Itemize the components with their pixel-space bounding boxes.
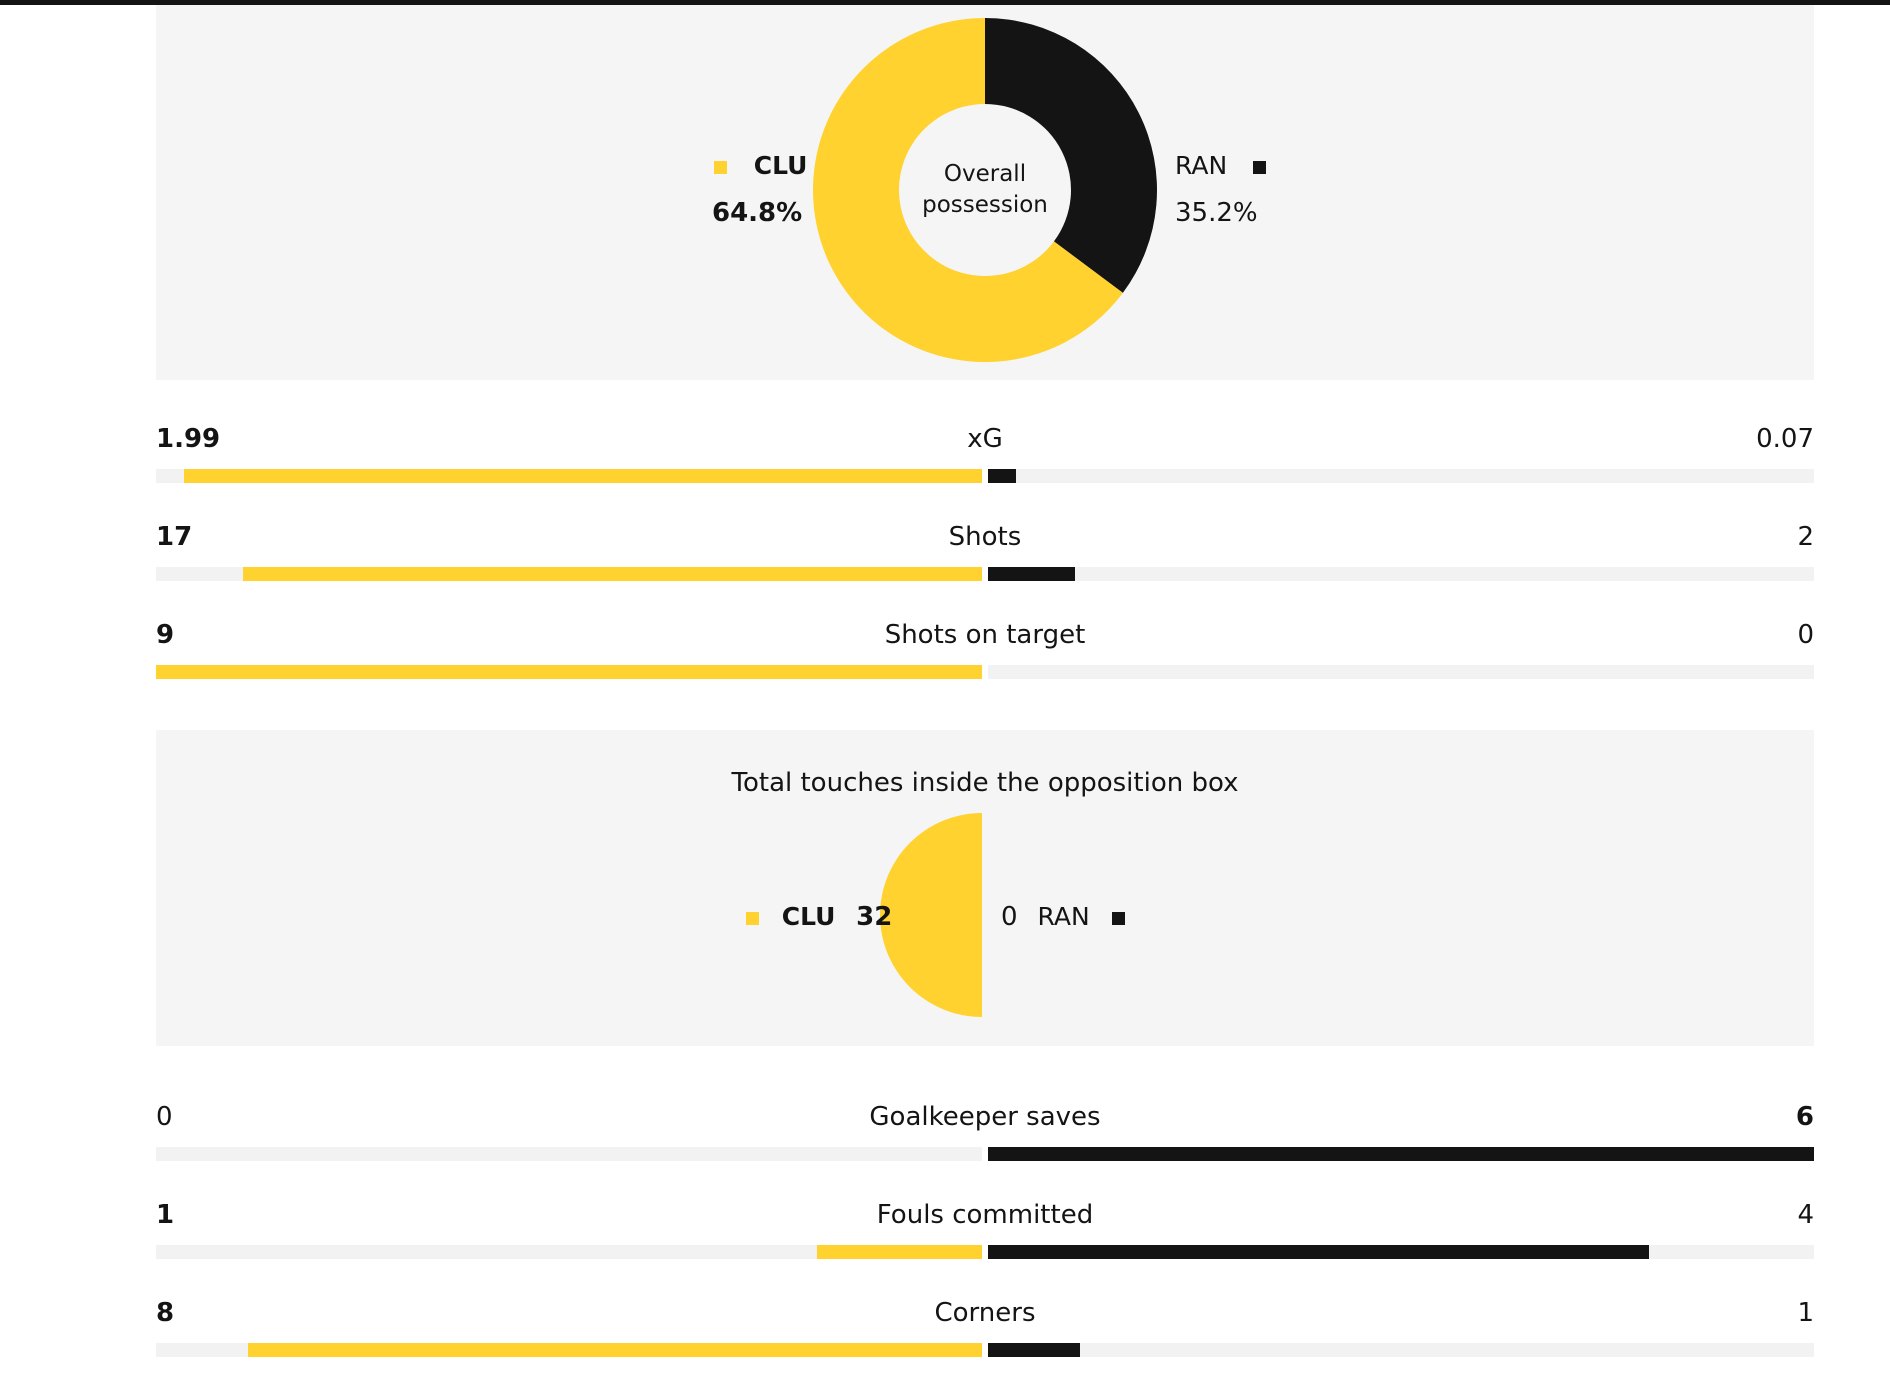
touches-home-square [746, 911, 759, 925]
donut-center-label-1: Overall [944, 161, 1026, 187]
stat-home-bar [247, 1343, 982, 1357]
top-border [0, 0, 1890, 5]
stat-name: Shots on target [884, 620, 1086, 650]
touches-panel: Total touches inside the opposition box … [156, 730, 1814, 1046]
stat-home-track [156, 469, 982, 483]
stat-name: Shots [948, 522, 1022, 552]
away-team-label: RAN [1175, 151, 1228, 180]
home-team-label: CLU [753, 151, 808, 180]
stat-home-value: 17 [156, 522, 193, 552]
touches-away-legend: 0 RAN [1001, 902, 1125, 932]
touches-away-team: RAN [1037, 902, 1090, 931]
stat-name: Corners [934, 1298, 1036, 1328]
stat-away-value: 4 [1797, 1200, 1814, 1230]
donut-center-label-2: possession [922, 192, 1048, 218]
stat-home-value: 1 [156, 1200, 175, 1230]
stat-row-goalkeeper-saves: 0 Goalkeeper saves 6 [156, 1100, 1814, 1180]
stat-away-value: 0 [1797, 620, 1814, 650]
touches-title: Total touches inside the opposition box [731, 768, 1239, 798]
touches-home-team: CLU [781, 902, 836, 931]
away-legend-square [1253, 160, 1267, 174]
stat-away-track [988, 665, 1814, 679]
stat-home-value: 8 [156, 1298, 175, 1328]
away-team-legend: RAN [1175, 151, 1267, 180]
stat-name: Fouls committed [876, 1200, 1094, 1230]
stat-away-bar [988, 567, 1075, 581]
donut-slice-clu [813, 18, 1123, 362]
stat-away-bar [988, 1245, 1649, 1259]
stat-row-xg: 1.99 xG 0.07 [156, 422, 1814, 502]
stat-home-bar [184, 469, 982, 483]
touches-away-square [1111, 911, 1125, 925]
possession-donut: Overall possession [813, 18, 1157, 362]
stat-away-bar [988, 469, 1017, 483]
stat-home-value: 0 [156, 1102, 173, 1132]
stat-row-fouls-committed: 1 Fouls committed 4 [156, 1198, 1814, 1278]
stat-away-track [988, 1147, 1814, 1161]
stat-home-bar [156, 665, 982, 679]
touches-half-circle [880, 813, 982, 1017]
stat-home-track [156, 1245, 982, 1259]
stat-away-bar [988, 1343, 1080, 1357]
stat-away-track [988, 567, 1814, 581]
stat-home-bar [816, 1245, 982, 1259]
home-team-legend: CLU [714, 151, 807, 180]
away-possession-value: 35.2% [1175, 198, 1258, 228]
stat-row-shots: 17 Shots 2 [156, 520, 1814, 600]
stat-home-value: 1.99 [156, 424, 221, 454]
stat-home-track [156, 665, 982, 679]
possession-panel: Overall possession CLU 64.8% RAN 35.2% [156, 5, 1814, 380]
stat-name: xG [967, 424, 1003, 454]
stat-home-track [156, 567, 982, 581]
stat-home-bar [242, 567, 982, 581]
stat-home-track [156, 1343, 982, 1357]
touches-home-legend: CLU 32 [746, 902, 892, 932]
stat-away-track [988, 469, 1814, 483]
stat-away-value: 1 [1797, 1298, 1814, 1328]
stat-away-bar [988, 1147, 1814, 1161]
stat-away-track [988, 1245, 1814, 1259]
stat-row-shots-on-target: 9 Shots on target 0 [156, 618, 1814, 698]
touches-away-value: 0 [1001, 902, 1018, 932]
stat-home-value: 9 [156, 620, 175, 650]
home-legend-square [714, 160, 727, 174]
touches-home-value: 32 [856, 902, 893, 932]
stat-away-value: 6 [1795, 1102, 1814, 1132]
stat-row-corners: 8 Corners 1 [156, 1296, 1814, 1376]
stat-away-track [988, 1343, 1814, 1357]
home-possession-value: 64.8% [712, 198, 803, 228]
donut-slice-ran [985, 18, 1157, 293]
stat-away-value: 2 [1797, 522, 1814, 552]
half-circle-clu [880, 813, 982, 1017]
stat-away-value: 0.07 [1756, 424, 1814, 454]
stat-name: Goalkeeper saves [869, 1102, 1101, 1132]
stat-home-track [156, 1147, 982, 1161]
